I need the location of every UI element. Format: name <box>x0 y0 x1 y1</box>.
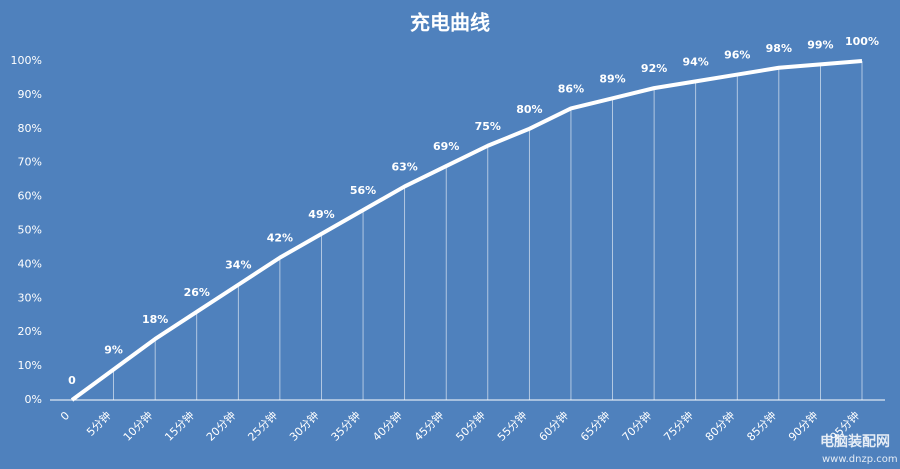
y-tick-label: 10% <box>18 359 42 372</box>
data-label: 89% <box>599 72 625 85</box>
y-tick-label: 60% <box>18 190 42 203</box>
data-label: 56% <box>350 184 376 197</box>
data-label: 9% <box>104 343 123 356</box>
data-label: 99% <box>807 38 833 51</box>
data-label: 42% <box>267 232 293 245</box>
watermark-url: www.dnzp.com <box>822 454 898 465</box>
data-label: 96% <box>724 49 750 62</box>
chart-title: 充电曲线 <box>410 11 490 35</box>
y-tick-label: 30% <box>18 291 42 304</box>
y-tick-label: 80% <box>18 122 42 135</box>
y-tick-label: 0% <box>25 393 42 406</box>
data-label: 0 <box>68 374 76 387</box>
data-label: 92% <box>641 62 667 75</box>
data-label: 69% <box>433 140 459 153</box>
y-tick-label: 100% <box>11 54 42 67</box>
data-label: 18% <box>142 313 168 326</box>
data-label: 49% <box>308 208 334 221</box>
watermark-name: 电脑装配网 <box>820 433 890 450</box>
y-tick-label: 50% <box>18 224 42 237</box>
data-label: 26% <box>184 286 210 299</box>
y-tick-label: 90% <box>18 88 42 101</box>
y-tick-label: 70% <box>18 156 42 169</box>
data-label: 98% <box>766 42 792 55</box>
data-label: 34% <box>225 259 251 272</box>
y-tick-label: 20% <box>18 325 42 338</box>
data-line <box>70 59 863 402</box>
data-label: 80% <box>516 103 542 116</box>
data-label: 94% <box>683 55 709 68</box>
data-label: 63% <box>391 160 417 173</box>
data-label: 75% <box>475 120 501 133</box>
y-tick-label: 40% <box>18 257 42 270</box>
data-label: 86% <box>558 82 584 95</box>
data-label: 100% <box>845 35 879 48</box>
